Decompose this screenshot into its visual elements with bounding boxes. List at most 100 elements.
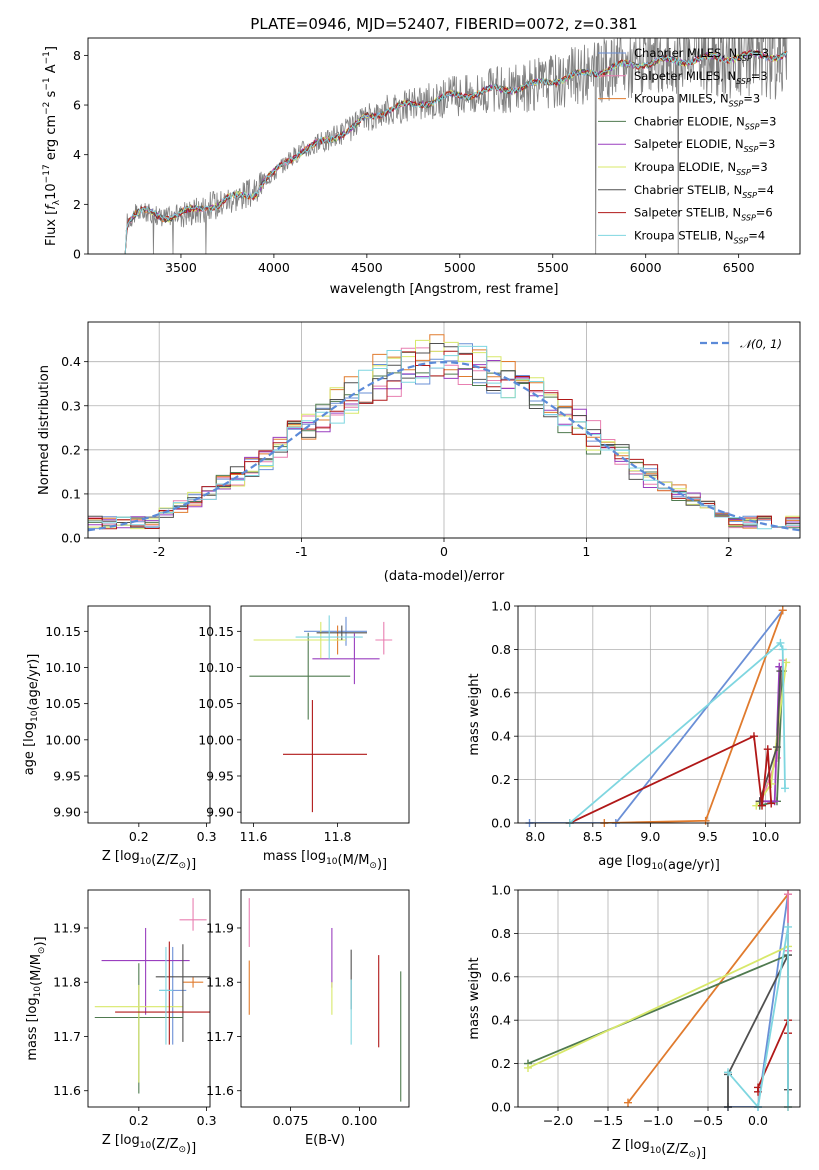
x-tick-label: 8.5 [583, 829, 603, 844]
mass-vs-extinction-panel: 0.075 0.100 11.6 11.7 11.8 11.9 E(B-V) [206, 889, 410, 1148]
x-axis-label: wavelength [Angstrom, rest frame] [330, 282, 559, 297]
y-tick-label: 10.00 [45, 732, 81, 747]
label-part: log [120, 849, 140, 864]
label-part: E(B-V) [305, 1133, 345, 1148]
weight-marker [758, 801, 767, 810]
y-tick-label: 0.0 [61, 531, 81, 546]
label-part: Salpeter ELODIE, N [634, 137, 744, 151]
mass-vs-metallicity-panel: 0.2 0.311.611.711.811.9Z [log10(Z/Z⊙)]mas… [25, 889, 217, 1156]
label-part: SSP [744, 145, 759, 154]
y-axis-label: mass [log10(M/M⊙)] [25, 936, 48, 1060]
x-tick-label: 0 [440, 544, 448, 559]
y-tick-label: 10.05 [198, 696, 234, 711]
label-part: log [630, 1138, 650, 1153]
x-tick-label: 3500 [165, 260, 197, 275]
y-tick-label: 10.10 [198, 660, 234, 675]
x-tick-label: 9.0 [640, 829, 660, 844]
residual-histogram-panel: -2 -1 0 1 2 0.0 0.1 0.2 0.3 0.4 (data-model)/error… [37, 321, 801, 584]
data-point [115, 700, 223, 812]
axes-frame [87, 37, 801, 255]
label-part: 10 [140, 857, 152, 867]
x-tick-label: 0.3 [197, 1113, 217, 1128]
weight-marker [701, 816, 710, 825]
x-tick-label: 0.100 [342, 1113, 378, 1128]
label-part: erg cm [44, 115, 59, 164]
x-tick-label: -1 [295, 544, 307, 559]
data-point [94, 984, 183, 1083]
x-tick-label: 10.0 [752, 829, 780, 844]
data-point [253, 621, 346, 659]
label-part: SSP [729, 100, 744, 109]
age-vs-mass-panel: 11.6 11.8 9.90 9.95 10.00 10.05 10.10 10.15 mass… [198, 605, 410, 872]
label-part: )] [696, 1146, 706, 1161]
label-part: ⊙ [37, 947, 47, 955]
label-part: (age/yr)] [663, 858, 720, 873]
weight-marker [781, 784, 790, 793]
x-axis-label: E(B-V) [305, 1133, 345, 1148]
label-part: mass weight [467, 673, 482, 755]
label-part: Z [ [612, 1138, 630, 1153]
x-tick-label: 0.2 [129, 829, 149, 844]
chart-title: PLATE=0946, MJD=52407, FIBERID=0072, z=0… [250, 15, 637, 33]
x-tick-label: 6000 [630, 260, 662, 275]
data-point [316, 625, 367, 640]
label-part: −1 [42, 51, 52, 64]
label-part: =6 [756, 206, 773, 220]
label-part: 10 [30, 710, 40, 722]
label-part: 10 [44, 183, 59, 200]
y-tick-label: 9.90 [53, 805, 81, 820]
x-axis-label: Z [log10(Z/Z⊙)] [612, 1138, 706, 1161]
label-part: mass [ [263, 849, 306, 864]
y-tick-label: 9.95 [206, 768, 234, 783]
label-part: SSP [745, 122, 760, 131]
legend-entry: Salpeter STELIB, NSSP=6 [634, 206, 773, 223]
y-tick-label: 0.8 [491, 642, 511, 657]
weight-marker [749, 732, 758, 741]
label-part: ⊙ [688, 1150, 696, 1160]
data-point [312, 633, 380, 685]
y-tick-label: 0.4 [491, 1013, 511, 1028]
label-part: ⊙ [178, 1145, 186, 1155]
label-part: Flux [ [44, 210, 59, 246]
label-part: −1 [42, 77, 52, 90]
y-tick-label: 8 [73, 48, 81, 63]
mass-weight-vs-age-panel: 8.0 8.5 9.0 9.5 10.0 0.0 0.2 0.4 0.6 0.8 1.0 age [l… [467, 599, 801, 873]
label-part: SSP [736, 168, 751, 177]
data-point [249, 632, 351, 720]
y-tick-label: 0.3 [61, 398, 81, 413]
label-part: (data-model)/error [384, 569, 505, 584]
legend-entry: Chabrier MILES, NSSP=3 [634, 46, 769, 63]
x-tick-label: 4500 [351, 260, 383, 275]
label-part: Chabrier STELIB, N [634, 183, 742, 197]
x-axis-label: mass [log10(M/M⊙)] [263, 849, 387, 872]
legend-entry: Salpeter MILES, NSSP=3 [634, 69, 768, 86]
label-part: −17 [42, 164, 52, 183]
x-tick-label: −1.0 [643, 1113, 673, 1128]
label-part: =3 [743, 92, 760, 106]
y-tick-label: 11.7 [206, 1029, 234, 1044]
label-part: age [ [22, 742, 37, 775]
x-axis-label: (data-model)/error [384, 569, 505, 584]
label-part: SSP [741, 214, 756, 223]
x-tick-label: −2.0 [543, 1113, 573, 1128]
label-part: Kroupa STELIB, N [634, 228, 734, 242]
data-point [375, 621, 393, 655]
weight-marker [776, 638, 785, 647]
y-axis-label: Normed distribution [37, 365, 52, 495]
y-tick-label: 9.90 [206, 805, 234, 820]
y-tick-label: 10.15 [45, 624, 81, 639]
y-tick-label: 11.6 [206, 1083, 234, 1098]
legend-entry: Chabrier ELODIE, NSSP=3 [634, 114, 776, 131]
x-tick-label: 1 [582, 544, 590, 559]
weight-line [529, 609, 784, 823]
y-axis-label: mass weight [467, 957, 482, 1039]
label-part: Chabrier ELODIE, N [634, 114, 745, 128]
label-part: =3 [760, 114, 777, 128]
model-spectrum-line [124, 50, 788, 254]
data-point [95, 633, 183, 720]
x-tick-label: 5000 [444, 260, 476, 275]
data-point [101, 927, 190, 1015]
y-tick-label: 10.10 [45, 660, 81, 675]
